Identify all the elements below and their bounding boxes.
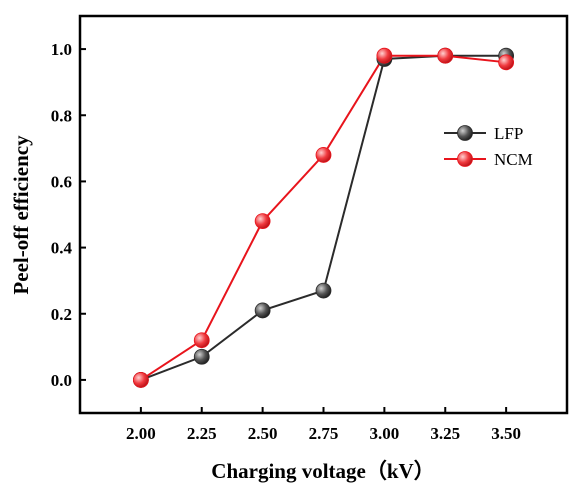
x-tick-label: 3.25 xyxy=(430,424,460,443)
data-point-ncm xyxy=(193,332,210,349)
y-tick-label: 0.2 xyxy=(51,305,72,324)
data-point-ncm xyxy=(132,372,149,388)
x-tick-label: 2.25 xyxy=(187,424,217,443)
legend: LFP NCM xyxy=(444,124,533,169)
x-tick-label: 3.00 xyxy=(370,424,400,443)
x-tick-label: 2.50 xyxy=(248,424,278,443)
x-tick-label: 2.75 xyxy=(309,424,339,443)
data-point-ncm xyxy=(376,47,393,64)
legend-marker-ncm xyxy=(457,151,473,167)
y-tick-label: 0.6 xyxy=(51,172,72,191)
series-line-lfp xyxy=(140,54,507,381)
y-tick-label: 1.0 xyxy=(51,40,72,59)
x-axis-title: Charging voltage（kV） xyxy=(211,459,434,483)
legend-label-lfp: LFP xyxy=(494,124,523,143)
series-line-ncm xyxy=(140,54,507,381)
legend-label-ncm: NCM xyxy=(494,150,533,169)
data-point-ncm xyxy=(315,147,332,163)
x-axis-ticks: 2.00 2.25 2.50 2.75 3.00 3.25 3.50 xyxy=(126,407,521,443)
data-point-lfp xyxy=(254,302,271,319)
y-tick-label: 0.4 xyxy=(51,239,73,258)
y-axis-ticks: 0.0 0.2 0.4 0.6 0.8 1.0 xyxy=(51,40,86,390)
legend-marker-lfp xyxy=(457,125,473,141)
series-layer xyxy=(132,47,515,388)
x-tick-label: 2.00 xyxy=(126,424,156,443)
data-point-lfp xyxy=(315,282,332,299)
plot-area-frame xyxy=(78,14,569,415)
x-tick-label: 3.50 xyxy=(491,424,521,443)
data-point-ncm xyxy=(498,54,515,71)
data-point-lfp xyxy=(193,348,210,365)
y-tick-label: 0.8 xyxy=(51,106,72,125)
y-axis-title: Peel-off efficiency xyxy=(9,135,33,295)
data-point-ncm xyxy=(254,213,271,230)
data-point-ncm xyxy=(437,47,454,64)
y-tick-label: 0.0 xyxy=(51,371,72,390)
